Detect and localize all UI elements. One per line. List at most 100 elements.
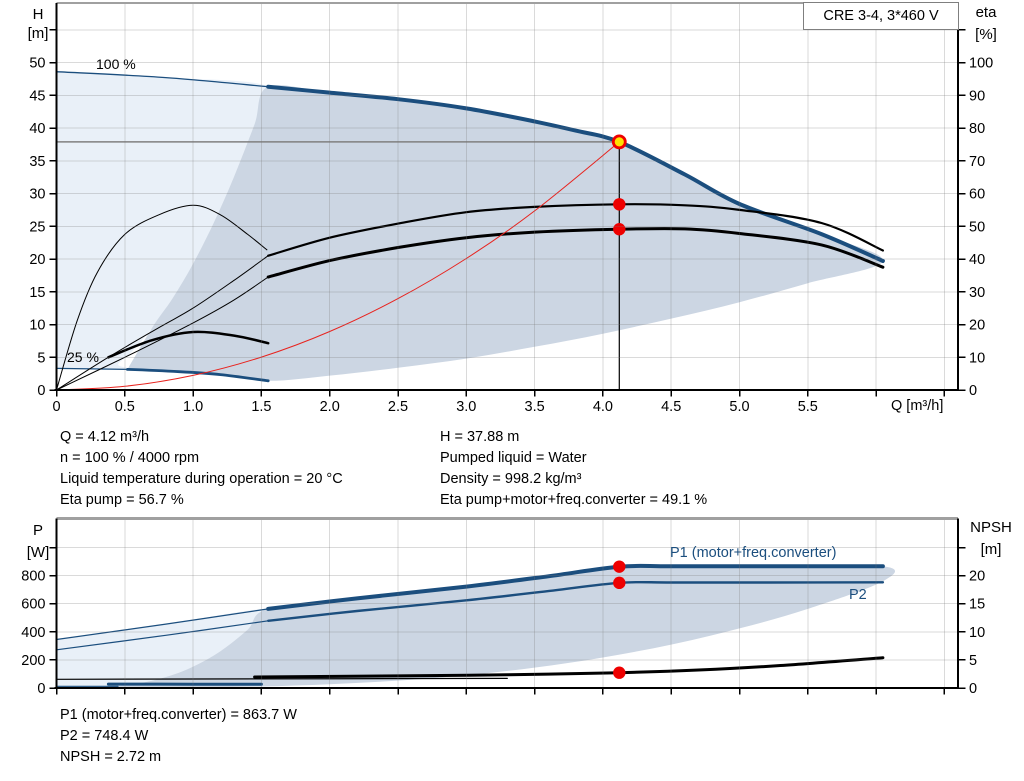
p2-curve: [267, 580, 885, 622]
info-eta-total: Eta pump+motor+freq.converter = 49.1 %: [440, 492, 708, 508]
svg-text:400: 400: [21, 625, 45, 641]
svg-text:30: 30: [969, 285, 985, 301]
operating-info-right: H = 37.88 m Pumped liquid = Water Densit…: [440, 427, 707, 511]
svg-text:80: 80: [969, 121, 985, 137]
eta-axis-title: eta: [975, 4, 997, 21]
info-liquid: Pumped liquid = Water: [440, 450, 587, 466]
p2-curve-label: P2: [849, 587, 867, 603]
svg-text:20: 20: [969, 569, 985, 585]
svg-text:0.5: 0.5: [115, 399, 135, 415]
info-flow: Q = 4.12 m³/h: [60, 429, 150, 445]
tick-labels-0: 0 0.5 1.0 1.5 2.0 2.5 3.0 3.5 4.0 4.5 5.0 5.5 0 5 10 15…: [29, 56, 993, 416]
eta-pump-point: [613, 198, 626, 211]
svg-text:0: 0: [969, 681, 977, 697]
svg-text:200: 200: [21, 653, 45, 669]
gridlines-0: [56, 3, 958, 390]
svg-text:15: 15: [969, 597, 985, 613]
svg-text:50: 50: [969, 219, 985, 235]
svg-text:20: 20: [969, 318, 985, 334]
svg-text:20: 20: [29, 252, 45, 268]
p1-curve-label: P1 (motor+freq.converter): [670, 545, 837, 561]
eta-pump: [267, 203, 884, 257]
svg-text:4.0: 4.0: [593, 399, 613, 415]
svg-text:35: 35: [29, 154, 45, 170]
svg-text:800: 800: [21, 569, 45, 585]
svg-text:5: 5: [37, 350, 45, 366]
pump-model-box: CRE 3-4, 3*460 V: [803, 2, 959, 30]
power-range-area-light: [56, 608, 273, 689]
result-npsh: NPSH = 2.72 m: [60, 749, 162, 765]
power-envelope-area: [83, 565, 896, 688]
svg-text:5.5: 5.5: [798, 399, 818, 415]
p1-curve-low: [55, 608, 269, 641]
npsh-point: [613, 666, 626, 679]
npsh-curve-low: [55, 677, 508, 680]
svg-text:0: 0: [969, 383, 977, 399]
svg-text:40: 40: [969, 252, 985, 268]
p-axis-unit: [W]: [26, 544, 50, 561]
eta-pump-low: [56, 255, 269, 391]
svg-text:10: 10: [969, 625, 985, 641]
svg-text:30: 30: [29, 187, 45, 203]
svg-text:600: 600: [21, 597, 45, 613]
svg-text:40: 40: [29, 121, 45, 137]
p1-point: [613, 560, 626, 573]
pump-curve-25pct-extension: [55, 367, 129, 371]
result-p2: P2 = 748.4 W: [60, 728, 149, 744]
pump-curve-100pct: [266, 84, 885, 263]
svg-text:10: 10: [969, 350, 985, 366]
svg-text:90: 90: [969, 88, 985, 104]
eta-axis-unit: [%]: [975, 26, 997, 43]
svg-text:15: 15: [29, 285, 45, 301]
svg-text:4.5: 4.5: [661, 399, 681, 415]
h-axis-unit: [m]: [27, 25, 49, 42]
info-speed: n = 100 % / 4000 rpm: [60, 450, 200, 466]
gridlines-1: [56, 518, 958, 688]
eta-total-low: [56, 276, 269, 391]
operating-info-left: Q = 4.12 m³/h n = 100 % / 4000 rpm Liqui…: [60, 427, 343, 511]
pump-curve-100pct-extension: [55, 71, 269, 88]
npsh-curve: [253, 656, 885, 679]
speed-25pct-label: 25 %: [67, 349, 99, 365]
svg-text:25: 25: [29, 219, 45, 235]
svg-text:70: 70: [969, 154, 985, 170]
npsh-axis-title: NPSH: [970, 519, 1012, 536]
svg-text:1.5: 1.5: [251, 399, 271, 415]
info-temperature: Liquid temperature during operation = 20…: [60, 471, 343, 487]
svg-text:10: 10: [29, 318, 45, 334]
svg-text:45: 45: [29, 88, 45, 104]
npsh-axis-unit: [m]: [980, 541, 1002, 558]
chart-area-1[interactable]: [55, 560, 896, 689]
pump-model-label: CRE 3-4, 3*460 V: [823, 8, 939, 24]
svg-text:2.0: 2.0: [320, 399, 340, 415]
info-density: Density = 998.2 kg/m³: [440, 471, 582, 487]
svg-text:50: 50: [29, 56, 45, 72]
chart-area-0[interactable]: [55, 71, 885, 391]
info-eta-pump: Eta pump = 56.7 %: [60, 492, 184, 508]
svg-text:0: 0: [37, 383, 45, 399]
q-axis-title: Q [m³/h]: [891, 398, 944, 414]
svg-text:5.0: 5.0: [729, 399, 749, 415]
svg-text:3.0: 3.0: [456, 399, 476, 415]
svg-text:0: 0: [37, 681, 45, 697]
p-axis-title: P: [32, 522, 43, 539]
svg-text:2.5: 2.5: [388, 399, 408, 415]
p2-curve-low: [55, 620, 269, 651]
duty-point[interactable]: [611, 134, 627, 150]
ticks-1: [49, 546, 966, 695]
tick-labels-1: 0 200 400 600 800 0 5 10 15 20: [21, 569, 985, 697]
eta-total: [266, 227, 885, 279]
info-head: H = 37.88 m: [440, 429, 520, 445]
svg-text:1.0: 1.0: [183, 399, 203, 415]
result-info: P1 (motor+freq.converter) = 863.7 W P2 =…: [60, 705, 297, 768]
p1-curve: [266, 563, 885, 611]
eta-total-point: [613, 222, 626, 236]
system-curve: [56, 141, 620, 391]
speed-range-area-light: [56, 71, 274, 370]
svg-text:60: 60: [969, 187, 985, 203]
p2-point: [613, 576, 626, 590]
svg-text:5: 5: [969, 653, 977, 669]
pump-curve-25pct: [126, 368, 270, 383]
